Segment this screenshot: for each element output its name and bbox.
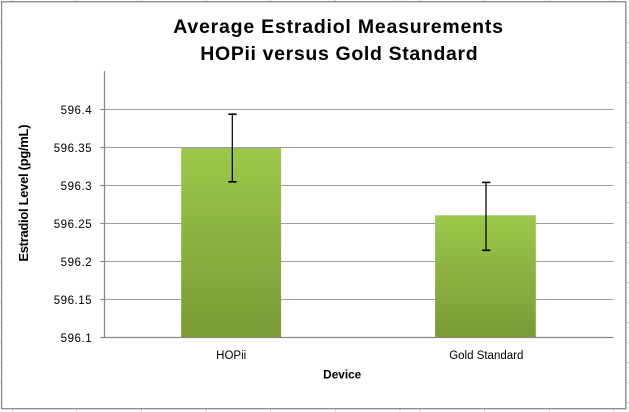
svg-text:596.25: 596.25	[54, 219, 92, 231]
svg-text:596.3: 596.3	[61, 181, 93, 193]
svg-text:Device: Device	[323, 368, 361, 382]
svg-text:596.15: 596.15	[54, 295, 92, 307]
svg-text:596.2: 596.2	[61, 257, 93, 269]
svg-text:HOPii: HOPii	[216, 350, 246, 362]
svg-text:Average Estradiol Measurements: Average Estradiol Measurements	[173, 16, 503, 38]
svg-text:596.4: 596.4	[61, 105, 93, 117]
svg-text:Gold Standard: Gold Standard	[449, 350, 523, 362]
svg-text:596.35: 596.35	[54, 143, 92, 155]
svg-text:HOPii versus Gold Standard: HOPii versus Gold Standard	[200, 43, 478, 65]
svg-text:Estradiol Level (pg/mL): Estradiol Level (pg/mL)	[16, 125, 31, 262]
svg-text:596.1: 596.1	[61, 333, 93, 345]
